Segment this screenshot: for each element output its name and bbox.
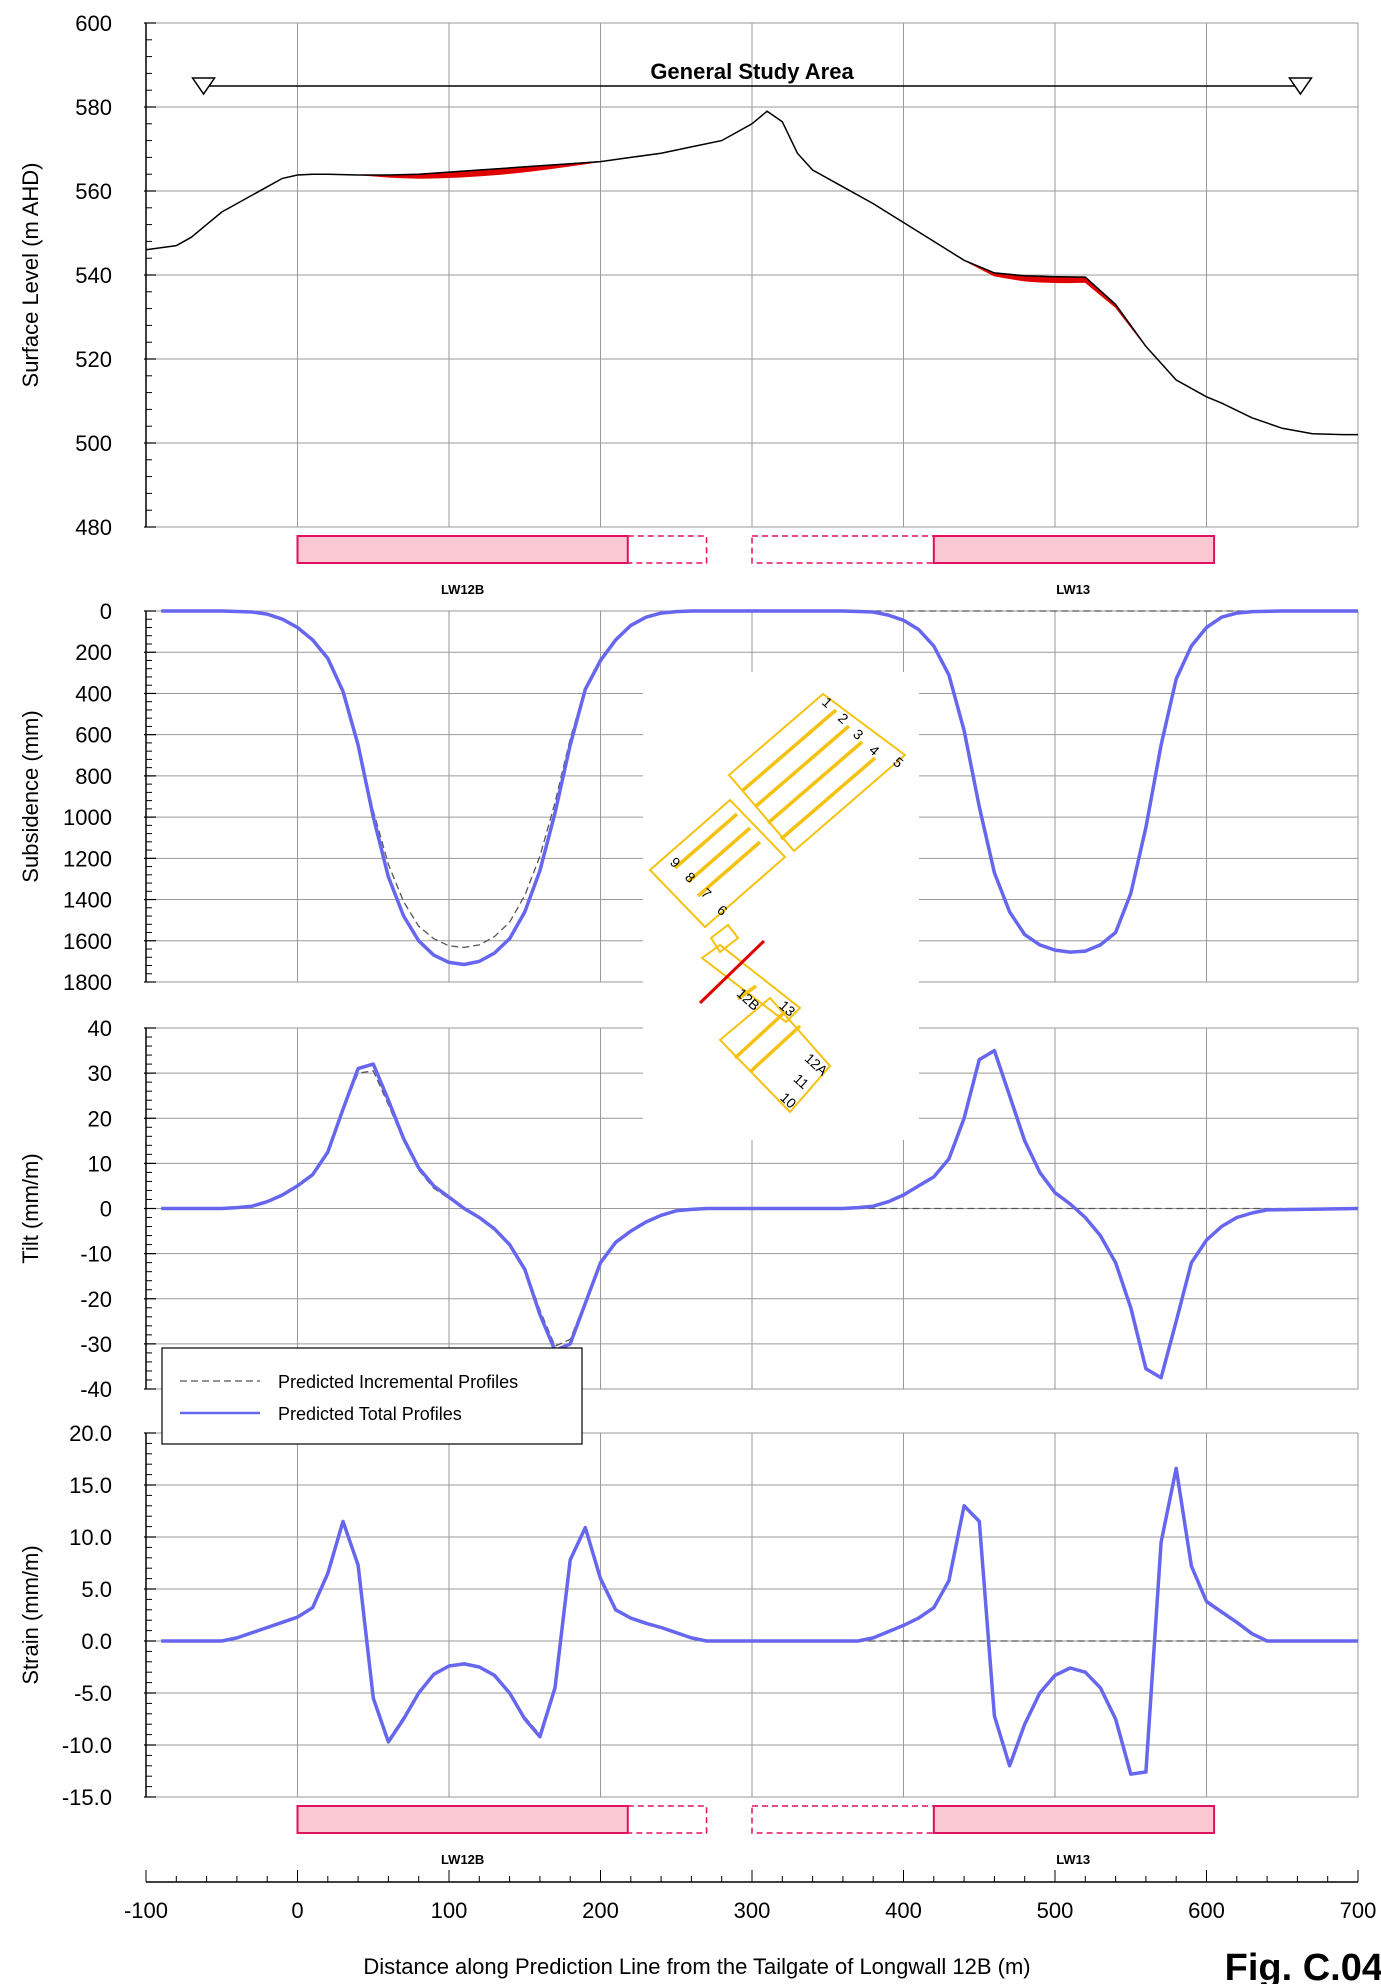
x-tick-label: 500 <box>1037 1898 1074 1923</box>
x-tick-label: 300 <box>734 1898 771 1923</box>
y-axis-title: Subsidence (mm) <box>18 710 43 882</box>
y-tick-label: 480 <box>75 515 112 540</box>
study-area-label: General Study Area <box>650 59 854 84</box>
y-tick-label: 0 <box>100 599 112 624</box>
y-tick-label: -10 <box>80 1242 112 1267</box>
x-axis-title: Distance along Prediction Line from the … <box>363 1954 1030 1979</box>
legend: Predicted Incremental Profiles Predicted … <box>161 1347 583 1445</box>
surface-level-panel: 480 500 520 540 560 580 600 Surface Level (m AH… <box>18 11 1359 540</box>
legend-box <box>161 1347 583 1445</box>
y-tick-label: 40 <box>88 1016 112 1041</box>
x-tick-label: -100 <box>124 1898 168 1923</box>
y-tick-label: 20 <box>88 1106 112 1131</box>
y-tick-label: 5.0 <box>81 1577 112 1602</box>
longwall-panel-future <box>751 1805 935 1834</box>
inset-longwall-edge <box>766 740 864 825</box>
y-tick-label: 500 <box>75 431 112 456</box>
inset-longwall-block <box>727 692 907 853</box>
inset-longwall-block <box>709 923 740 954</box>
x-tick-label: 0 <box>291 1898 303 1923</box>
longwall-panel <box>932 1805 1216 1834</box>
y-tick-label: 580 <box>75 95 112 120</box>
y-tick-label: -20 <box>80 1287 112 1312</box>
y-tick-label: 1200 <box>63 846 112 871</box>
y-tick-label: -40 <box>80 1377 112 1402</box>
y-tick-label: 10 <box>88 1151 112 1176</box>
total-profile-line <box>161 1466 1358 1776</box>
y-tick-label: 10.0 <box>69 1525 112 1550</box>
longwall-panel <box>932 535 1216 564</box>
y-tick-label: 1600 <box>63 929 112 954</box>
inset-longwall-edge <box>686 826 752 884</box>
total-profile-line <box>161 609 1358 967</box>
legend-label-incremental: Predicted Incremental Profiles <box>278 1372 518 1392</box>
y-tick-label: 200 <box>75 640 112 665</box>
strain-panel: -15.0 -10.0 -5.0 0.0 5.0 10.0 15.0 20.0 Strain (… <box>18 1421 1359 1810</box>
figure-label: Fig. C.04 <box>1225 1947 1381 1984</box>
longwall-panel <box>296 1805 629 1834</box>
y-tick-label: 0 <box>100 1197 112 1222</box>
prediction-line-mark <box>698 939 766 1005</box>
y-tick-label: 400 <box>75 681 112 706</box>
study-area-marker <box>1288 77 1313 96</box>
study-area-marker <box>191 77 216 96</box>
inset-longwall-edge <box>696 840 762 898</box>
x-tick-label: 200 <box>582 1898 619 1923</box>
y-tick-label: -15.0 <box>62 1785 112 1810</box>
longwall-panel <box>296 535 629 564</box>
y-tick-label: 1800 <box>63 970 112 995</box>
y-tick-label: 30 <box>88 1061 112 1086</box>
y-tick-label: 560 <box>75 179 112 204</box>
y-axis-title: Strain (mm/m) <box>18 1545 43 1684</box>
y-tick-label: -30 <box>80 1332 112 1357</box>
y-tick-label: 600 <box>75 723 112 748</box>
longwall-label: LW13 <box>1056 1852 1090 1867</box>
inset-longwall-edge <box>740 708 838 793</box>
legend-label-total: Predicted Total Profiles <box>278 1404 462 1424</box>
y-tick-label: 520 <box>75 347 112 372</box>
longwall-panel-future <box>627 535 708 564</box>
y-tick-label: 15.0 <box>69 1473 112 1498</box>
x-tick-label: 400 <box>885 1898 922 1923</box>
inset-longwall-edge <box>673 812 739 870</box>
surface-profile-line <box>145 110 1358 436</box>
y-axis-title: Tilt (mm/m) <box>18 1153 43 1263</box>
inset-longwall-edge <box>736 984 758 1001</box>
y-tick-label: 540 <box>75 263 112 288</box>
longwall-bars: LW12B LW13 LW12B LW13 <box>296 535 1216 1867</box>
inset-longwall-edge <box>748 1024 802 1074</box>
y-tick-label: 1400 <box>63 888 112 913</box>
subsidence-panel: 0 200 400 600 800 1000 1200 1400 1600 1800 Subside… <box>18 599 1359 995</box>
inset-background <box>643 672 919 1140</box>
y-tick-label: -5.0 <box>74 1681 112 1706</box>
y-axis-title: Surface Level (m AHD) <box>18 163 43 388</box>
longwall-label: LW12B <box>441 1852 484 1867</box>
x-tick-label: 100 <box>431 1898 468 1923</box>
x-axis: -100 0 100 200 300 400 500 600 700 <box>124 1870 1376 1923</box>
incremental-profile-line <box>161 1520 1358 1741</box>
x-tick-label: 600 <box>1188 1898 1225 1923</box>
inset-longwall-block <box>718 996 832 1114</box>
y-tick-label: 800 <box>75 764 112 789</box>
inset-longwall-edge <box>733 1010 787 1060</box>
longwall-label: LW13 <box>1056 582 1090 597</box>
y-tick-label: 0.0 <box>81 1629 112 1654</box>
y-tick-label: 1000 <box>63 805 112 830</box>
x-tick-label: 700 <box>1340 1898 1377 1923</box>
inset-longwall-block <box>648 798 787 929</box>
longwall-panel-future <box>627 1805 708 1834</box>
longwall-label: LW12B <box>441 582 484 597</box>
y-tick-label: 20.0 <box>69 1421 112 1446</box>
inset-longwall-edge <box>753 724 851 809</box>
longwall-panel-future <box>751 535 935 564</box>
y-tick-label: 600 <box>75 11 112 36</box>
total-profile-line <box>161 1048 1359 1380</box>
inset-longwall-edge <box>779 756 877 841</box>
inset-longwall-block <box>700 943 802 1024</box>
y-tick-label: -10.0 <box>62 1733 112 1758</box>
